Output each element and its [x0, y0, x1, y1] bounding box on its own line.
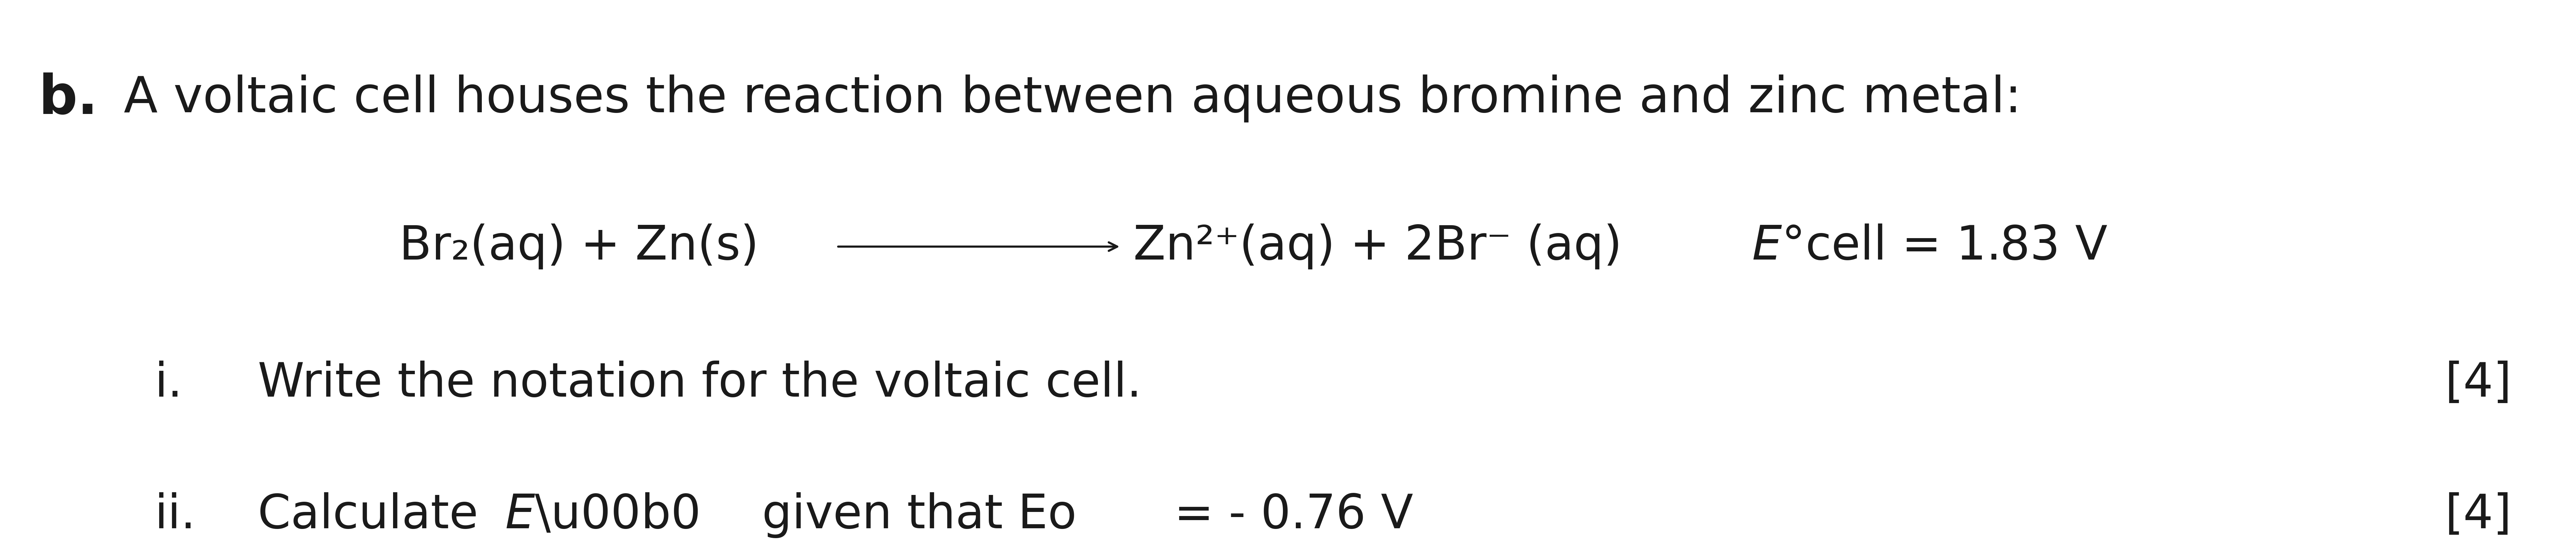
Text: Write the notation for the voltaic cell.: Write the notation for the voltaic cell. [258, 361, 1141, 407]
Text: i.: i. [155, 361, 183, 407]
Text: Br₂(aq) + Zn(s): Br₂(aq) + Zn(s) [399, 224, 760, 270]
Text: [4]: [4] [2445, 492, 2512, 538]
Text: ii.: ii. [155, 492, 196, 538]
Text: given that Eo: given that Eo [747, 492, 1077, 538]
Text: Calculate: Calculate [258, 492, 492, 538]
Text: = - 0.76 V: = - 0.76 V [1159, 492, 1414, 538]
Text: b.: b. [39, 72, 98, 125]
Text: [4]: [4] [2445, 361, 2512, 407]
Text: $\mathit{E}$\u00b0: $\mathit{E}$\u00b0 [505, 492, 698, 538]
Text: Zn²⁺(aq) + 2Br⁻ (aq): Zn²⁺(aq) + 2Br⁻ (aq) [1133, 224, 1623, 270]
Text: $\mathit{E}$°cell = 1.83 V: $\mathit{E}$°cell = 1.83 V [1752, 224, 2107, 270]
Text: A voltaic cell houses the reaction between aqueous bromine and zinc metal:: A voltaic cell houses the reaction betwe… [124, 75, 2022, 123]
